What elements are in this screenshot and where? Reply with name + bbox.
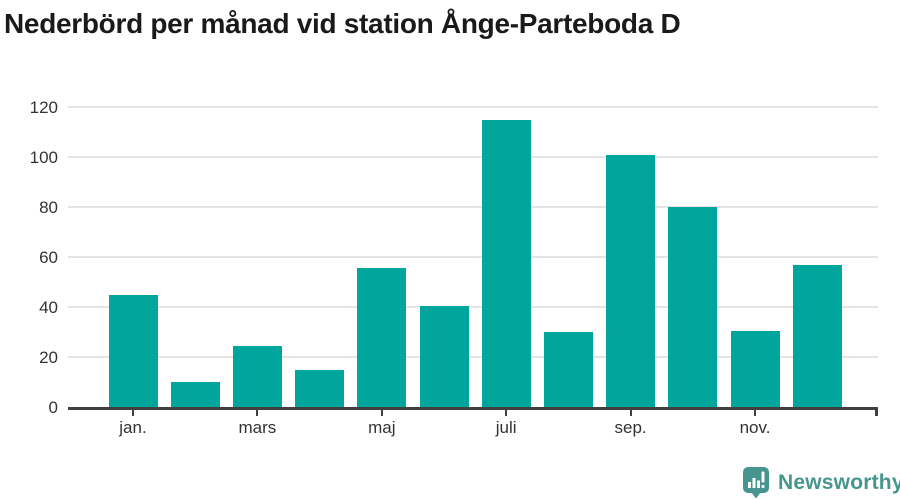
bar-dec. bbox=[792, 264, 842, 407]
newsworthy-wordmark: Newsworthy bbox=[778, 471, 900, 494]
bar-juni bbox=[419, 305, 469, 407]
x-tick-label-jan.: jan. bbox=[119, 418, 147, 437]
bar-juli bbox=[481, 119, 531, 407]
bar-okt. bbox=[668, 207, 718, 407]
y-tick-label-0: 0 bbox=[48, 398, 58, 417]
x-tick-sep. bbox=[629, 410, 632, 416]
x-tick-mars bbox=[256, 410, 259, 416]
x-axis-end-tick bbox=[875, 407, 878, 416]
gridline-20 bbox=[68, 356, 878, 358]
x-tick-label-sep.: sep. bbox=[614, 418, 647, 437]
gridline-40 bbox=[68, 306, 878, 308]
y-tick-label-80: 80 bbox=[39, 198, 58, 217]
x-tick-juli bbox=[505, 410, 508, 416]
gridline-80 bbox=[68, 206, 878, 208]
x-tick-label-maj: maj bbox=[368, 418, 396, 437]
gridline-60 bbox=[68, 256, 878, 258]
x-axis-line bbox=[68, 407, 878, 410]
bar-jan. bbox=[108, 294, 158, 407]
y-tick-label-120: 120 bbox=[29, 98, 58, 117]
bar-sep. bbox=[606, 154, 656, 407]
bar-maj bbox=[357, 268, 407, 407]
bar-nov. bbox=[730, 330, 780, 407]
bar-feb. bbox=[170, 382, 220, 407]
x-tick-label-mars: mars bbox=[238, 418, 277, 437]
x-tick-jan. bbox=[132, 410, 134, 416]
bar-aug. bbox=[543, 332, 593, 407]
x-tick-label-juli: juli bbox=[495, 418, 517, 437]
gridline-120 bbox=[68, 106, 878, 108]
bar-mars bbox=[232, 345, 282, 407]
newsworthy-logo: Newsworthy bbox=[742, 466, 900, 500]
plot-area bbox=[68, 106, 878, 407]
chart-title: Nederbörd per månad vid station Ånge-Par… bbox=[4, 8, 681, 39]
x-tick-nov. bbox=[754, 410, 756, 416]
gridline-100 bbox=[68, 156, 878, 158]
newsworthy-chart-pin-icon bbox=[743, 467, 769, 499]
x-tick-label-nov.: nov. bbox=[739, 418, 771, 437]
y-tick-label-100: 100 bbox=[29, 148, 58, 167]
y-tick-label-60: 60 bbox=[39, 248, 58, 267]
y-tick-label-40: 40 bbox=[39, 298, 58, 317]
y-tick-label-20: 20 bbox=[39, 348, 58, 367]
bar-apr. bbox=[295, 369, 345, 407]
x-tick-maj bbox=[380, 410, 383, 416]
